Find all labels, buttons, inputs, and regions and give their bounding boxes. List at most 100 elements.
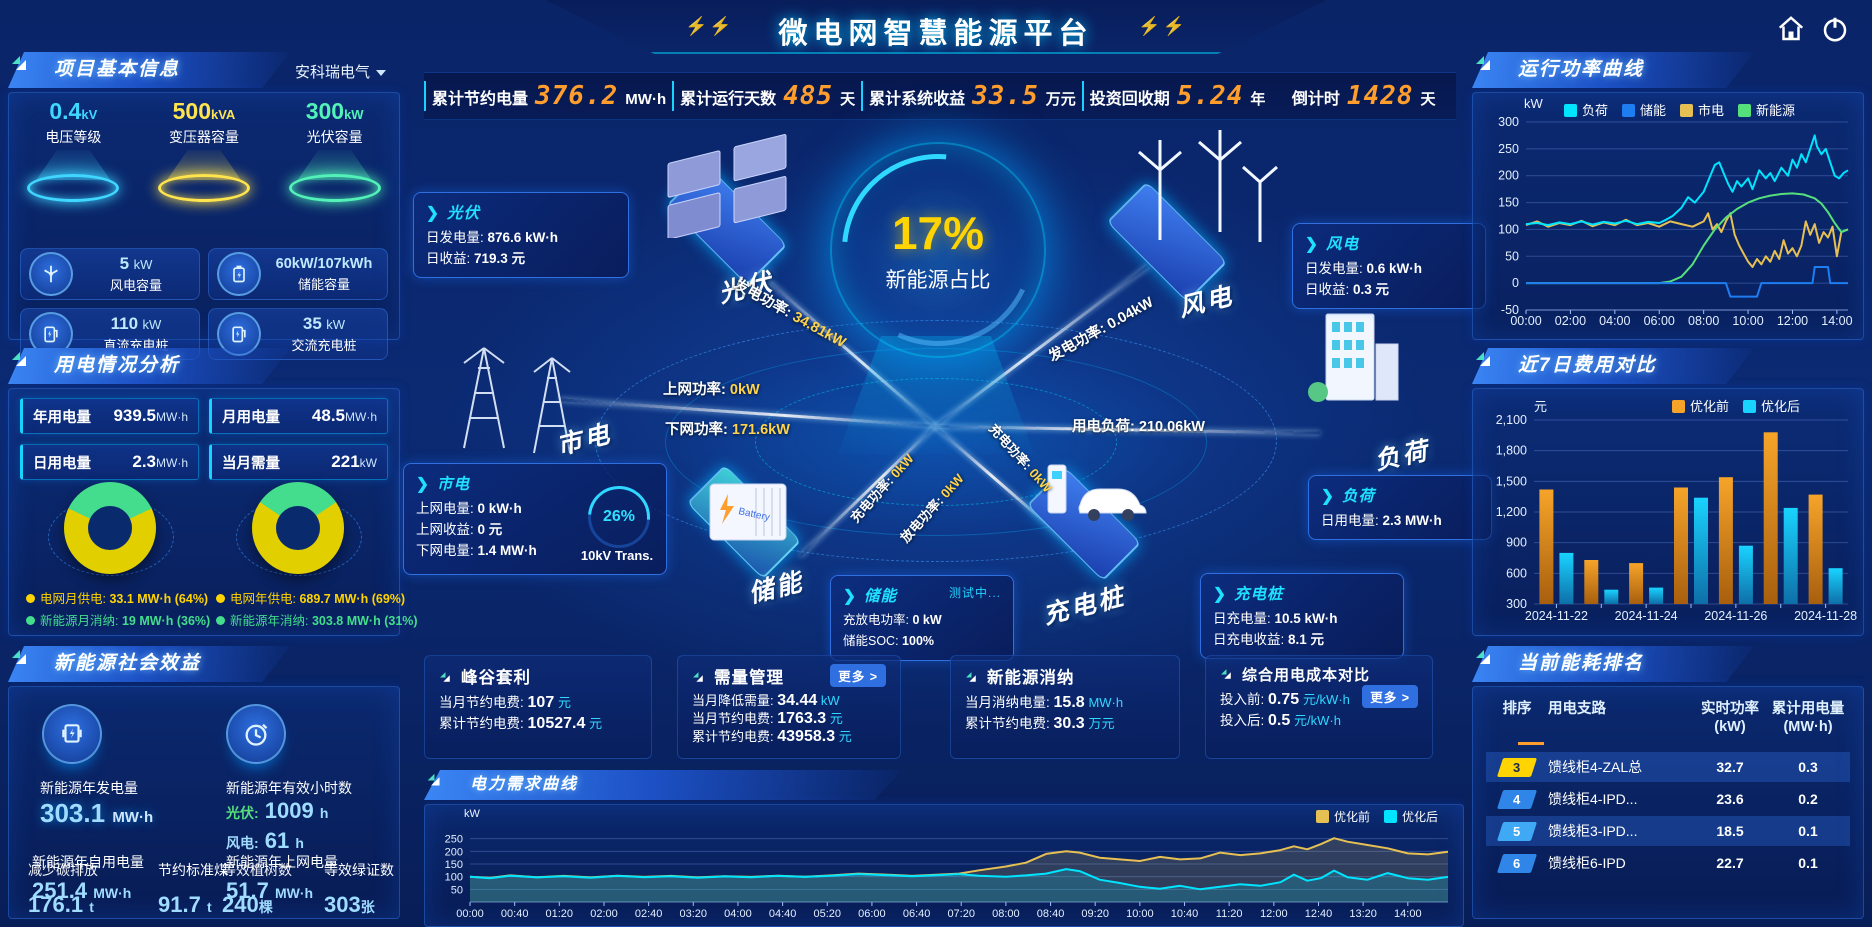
solar-panels-icon	[667, 134, 787, 238]
panel-title: 电力需求曲线	[470, 776, 579, 793]
legend-item[interactable]: 优化后	[1743, 396, 1800, 415]
storage-info-box: ❯ 储能 测试中... 充放电功率: 0 kW 储能SOC: 100%	[830, 575, 1014, 661]
scroll-indicator[interactable]	[1518, 742, 1544, 745]
legend-item[interactable]: 优化前	[1315, 808, 1370, 825]
gen-value: 303.1 MW·h	[40, 798, 154, 828]
kpi-saved-energy: 累计节约电量 376.2 MW·h	[424, 81, 672, 111]
ev-charging-icon	[1047, 464, 1147, 521]
panel-corner-icon	[1221, 669, 1231, 679]
clock-icon	[226, 704, 286, 764]
svg-text:06:40: 06:40	[903, 908, 931, 920]
home-icon[interactable]	[1776, 14, 1806, 44]
panel-energy-ranking: 当前能耗排名 排序 用电支路 实时功率 (kW) 累计用电量 (MW·h) 3 馈线…	[1472, 646, 1864, 919]
svg-text:200: 200	[1498, 169, 1519, 183]
legend-item[interactable]: 优化后	[1383, 808, 1438, 825]
legend-item[interactable]: 储能	[1622, 100, 1666, 119]
rank-badge: 6	[1496, 853, 1538, 873]
charger-info-box: ❯ 充电桩 日充电量: 10.5 kW·h 日充电收益: 8.1 元	[1200, 573, 1404, 659]
power-towers-icon	[463, 347, 571, 454]
legend-item[interactable]: 市电	[1680, 100, 1724, 119]
new-energy-percent: 17%	[891, 207, 985, 259]
legend-item[interactable]: 新能源	[1738, 100, 1795, 119]
card-storage-capacity: 60kW/107kWh 储能容量	[208, 248, 388, 300]
svg-text:100: 100	[1498, 222, 1519, 236]
pv-info-box: ❯ 光伏 日发电量: 876.6 kW·h 日收益: 719.3 元	[413, 192, 629, 278]
svg-text:2024-11-24: 2024-11-24	[1615, 609, 1678, 623]
panel-corner-icon	[1476, 352, 1490, 366]
coal-label: 节约标准煤	[158, 862, 228, 878]
panel-corner-icon	[966, 672, 976, 682]
co2-value: 176.1 t	[28, 892, 94, 917]
pod-pv-capacity: 300kW 光伏容量	[276, 98, 394, 202]
run-power-legend[interactable]: 负荷 储能 市电 新能源	[1564, 100, 1795, 119]
wind-turbine-icon	[29, 252, 73, 296]
svg-text:1,800: 1,800	[1496, 444, 1527, 458]
chevron-right-icon: ❯	[1213, 586, 1227, 603]
panel-title: 用电情况分析	[54, 355, 181, 376]
demand-legend[interactable]: 优化前 优化后	[1315, 808, 1438, 825]
svg-text:07:20: 07:20	[947, 908, 975, 920]
legend-grid-year[interactable]: 电网年供电: 689.7 MW·h (69%)	[216, 588, 405, 607]
title-decoration-right-icon: ⚡⚡	[1138, 16, 1187, 36]
panel-demand-curve: 电力需求曲线 kW 优化前 优化后 250 200 150 100 50 00:00 00:4…	[424, 770, 1464, 927]
generator-icon	[42, 704, 102, 764]
rank-badge: 4	[1496, 789, 1538, 809]
legend-item[interactable]: 负荷	[1564, 100, 1608, 119]
card-ac-charger: 35 kW 交流充电桩	[208, 308, 388, 360]
chevron-right-icon: ❯	[1305, 236, 1319, 253]
power-icon[interactable]	[1820, 14, 1850, 44]
svg-text:06:00: 06:00	[1644, 314, 1675, 328]
more-button[interactable]: 更多 >	[1362, 685, 1418, 708]
panel-title: 项目基本信息	[54, 59, 181, 80]
kpi-payback-period: 投资回收期 5.24 年	[1081, 81, 1272, 111]
svg-text:02:00: 02:00	[1555, 314, 1586, 328]
svg-text:0: 0	[1512, 276, 1519, 290]
svg-text:00:00: 00:00	[456, 908, 484, 920]
legend-ne-month[interactable]: 新能源月消纳: 19 MW·h (36%)	[26, 610, 210, 629]
grid-info-box: ❯ 市电 上网电量: 0 kW·h 上网收益: 0 元 下网电量: 1.4 MW·…	[403, 463, 667, 575]
more-button[interactable]: 更多 >	[830, 664, 886, 687]
table-row: 3 馈线柜4-ZAL总 32.7 0.3	[1486, 752, 1850, 782]
panel-title: 新能源社会效益	[54, 653, 202, 674]
svg-text:14:00: 14:00	[1394, 908, 1422, 920]
capacity-pods: 0.4kV 电压等级 500kVA 变压器容量 300kW 光伏容量	[8, 98, 400, 202]
svg-text:250: 250	[1498, 142, 1519, 156]
stat-year-usage: 年用电量 939.5MW·h	[20, 398, 199, 434]
export-label: 新能源年上网电量	[226, 854, 338, 870]
panel-title: 运行功率曲线	[1518, 59, 1645, 80]
panel-corner-icon	[427, 773, 440, 786]
panel-corner-icon	[1476, 650, 1490, 664]
wind-turbines-icon	[1138, 130, 1278, 242]
kpi-bar: 累计节约电量 376.2 MW·h 累计运行天数 485 天 累计系统收益 33.5 万元 …	[424, 72, 1456, 120]
header-band: ⚡⚡ 微电网智慧能源平台 ⚡⚡	[545, 0, 1327, 54]
panel-usage-analysis: 用电情况分析 年用电量 939.5MW·h 月用电量 48.5MW·h 日用电量 2.…	[8, 348, 418, 636]
legend-grid-month[interactable]: 电网月供电: 33.1 MW·h (64%)	[26, 588, 208, 607]
wind-info-box: ❯ 风电 日发电量: 0.6 kW·h 日收益: 0.3 元	[1292, 223, 1486, 309]
pod-transformer: 500kVA 变压器容量	[145, 98, 263, 202]
legend-ne-year[interactable]: 新能源年消纳: 303.8 MW·h (31%)	[216, 610, 418, 629]
panel-social-benefits: 新能源社会效益 新能源年发电量 303.1 MW·h 新能源年有效小时数 光伏:…	[8, 646, 400, 919]
card-ne-consumption: 新能源消纳 当月消纳电量: 15.8 MW·h 累计节约电费: 30.3 万元	[950, 655, 1180, 759]
y-axis-unit: 元	[1534, 399, 1548, 414]
status-badge: 测试中...	[948, 586, 1001, 600]
svg-text:300: 300	[1506, 597, 1527, 611]
company-select[interactable]: 安科瑞电气	[295, 61, 386, 82]
panel-corner-icon	[440, 672, 450, 682]
svg-text:01:20: 01:20	[546, 908, 574, 920]
legend-item[interactable]: 优化前	[1672, 396, 1729, 415]
y-axis-unit: kW	[464, 808, 480, 820]
svg-text:600: 600	[1506, 566, 1527, 580]
cert-value: 303张	[324, 892, 375, 917]
kpi-countdown: 倒计时 1428 天	[1291, 81, 1436, 111]
card-demand-mgmt: 需量管理 更多 > 当月降低需量: 34.44 kW 当月节约电费: 1763.3…	[677, 655, 901, 759]
panel-run-power: 运行功率曲线 负荷 储能 市电 新能源 kW 300 250 200 150 100 50 0 -5…	[1472, 52, 1864, 340]
panel-title: 近7日费用对比	[1518, 355, 1657, 376]
svg-text:2024-11-26: 2024-11-26	[1704, 609, 1767, 623]
panel-corner-icon	[1476, 56, 1490, 70]
pv-hours: 光伏: 1009 h	[226, 798, 329, 823]
cost-legend[interactable]: 优化前 优化后	[1672, 396, 1800, 415]
ranking-header: 排序 用电支路 实时功率 (kW) 累计用电量 (MW·h)	[1502, 701, 1845, 735]
